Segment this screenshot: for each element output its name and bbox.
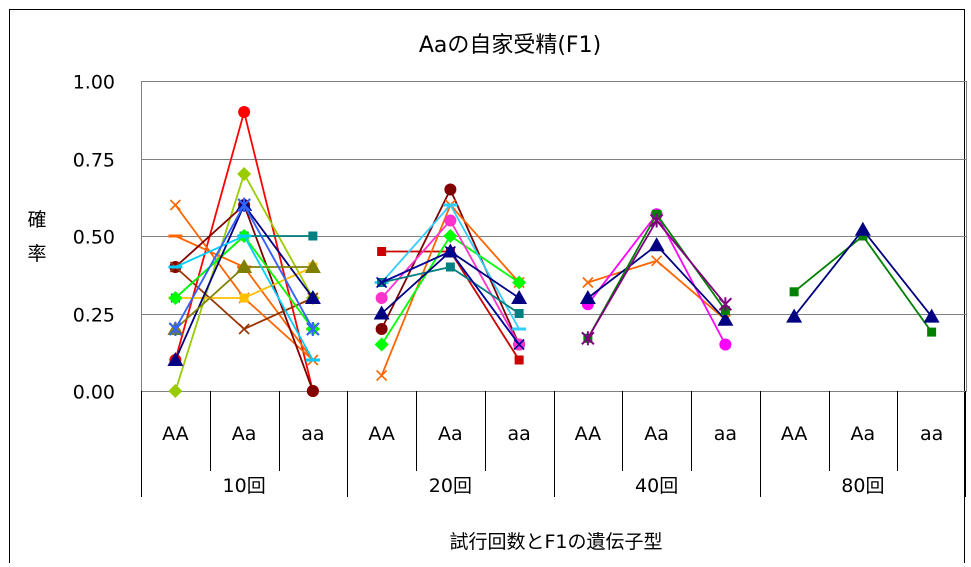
data-point bbox=[651, 255, 663, 267]
data-point bbox=[304, 259, 321, 273]
series-line bbox=[168, 198, 320, 336]
data-point bbox=[236, 259, 253, 273]
data-point bbox=[445, 262, 455, 272]
y-tick-label: 0.25 bbox=[73, 305, 115, 327]
group-label: 10回 bbox=[223, 475, 266, 497]
data-point bbox=[168, 384, 183, 398]
category-label: Aa bbox=[438, 423, 463, 445]
category-label: aa bbox=[301, 423, 324, 445]
chart-title: Aaの自家受精(F1) bbox=[419, 33, 601, 58]
chart-text: Aaの自家受精(F1) 確 率 試行回数とF1の遺伝子型 0.00 0.25 0.5… bbox=[27, 33, 943, 553]
y-tick-label: 0.00 bbox=[73, 382, 115, 404]
data-point bbox=[513, 338, 525, 351]
data-point bbox=[306, 385, 319, 397]
group-label: 20回 bbox=[429, 475, 472, 497]
data-point bbox=[237, 167, 252, 181]
category-axis bbox=[141, 391, 966, 497]
y-tick-label: 0.50 bbox=[73, 227, 115, 249]
data-point bbox=[444, 245, 456, 258]
data-point bbox=[444, 214, 457, 227]
data-point bbox=[168, 291, 183, 305]
data-point bbox=[376, 369, 388, 382]
x-axis-title: 試行回数とF1の遺伝子型 bbox=[449, 531, 662, 553]
category-label: AA bbox=[368, 423, 395, 445]
data-point bbox=[375, 323, 388, 335]
category-label: aa bbox=[714, 423, 737, 445]
group-label: 80回 bbox=[841, 475, 884, 497]
data-point bbox=[443, 229, 458, 243]
category-label: AA bbox=[781, 423, 808, 445]
data-point bbox=[582, 276, 594, 289]
data-point bbox=[238, 323, 250, 335]
data-point bbox=[581, 331, 595, 346]
data-point bbox=[237, 198, 251, 212]
data-point bbox=[858, 231, 868, 241]
data-point bbox=[308, 231, 318, 241]
data-point bbox=[717, 311, 734, 326]
data-point bbox=[649, 213, 664, 228]
data-point bbox=[923, 308, 940, 323]
series-line bbox=[168, 234, 320, 362]
data-point bbox=[167, 352, 184, 366]
category-label: aa bbox=[507, 423, 530, 445]
data-point bbox=[238, 106, 251, 118]
series-layer bbox=[167, 106, 940, 398]
data-point bbox=[719, 338, 732, 351]
data-point bbox=[512, 275, 527, 290]
data-point bbox=[648, 237, 665, 252]
group-label: 40回 bbox=[635, 475, 678, 497]
series-line bbox=[579, 237, 734, 326]
data-point bbox=[927, 327, 937, 337]
data-point bbox=[579, 290, 596, 304]
series-line bbox=[786, 221, 940, 323]
data-point bbox=[786, 308, 803, 323]
series-line bbox=[376, 245, 525, 351]
category-label: Aa bbox=[644, 423, 669, 445]
data-point bbox=[169, 199, 181, 211]
data-point bbox=[718, 297, 733, 312]
data-point bbox=[511, 290, 528, 304]
data-point bbox=[376, 276, 388, 289]
data-point bbox=[514, 355, 524, 365]
category-label: Aa bbox=[851, 423, 876, 445]
data-point bbox=[375, 292, 388, 304]
data-point bbox=[239, 293, 249, 303]
category-label: aa bbox=[920, 423, 943, 445]
data-point bbox=[854, 221, 871, 236]
data-point bbox=[168, 322, 183, 336]
series-line bbox=[789, 231, 937, 337]
data-point bbox=[306, 322, 320, 336]
data-point bbox=[373, 305, 390, 320]
y-axis-label-part-2: 率 bbox=[27, 243, 46, 265]
y-tick-label: 0.75 bbox=[73, 150, 115, 172]
series-line bbox=[374, 229, 527, 352]
category-label: AA bbox=[575, 423, 602, 445]
y-axis-label-part-1: 確 bbox=[27, 209, 46, 231]
data-point bbox=[444, 183, 457, 196]
data-point bbox=[789, 287, 799, 297]
series-line bbox=[581, 213, 733, 346]
data-point bbox=[514, 309, 524, 318]
category-label: AA bbox=[162, 423, 189, 445]
data-point bbox=[377, 247, 387, 256]
data-point bbox=[304, 290, 321, 304]
data-point bbox=[374, 337, 389, 352]
y-tick-label: 1.00 bbox=[73, 72, 115, 94]
category-label: Aa bbox=[232, 423, 257, 445]
